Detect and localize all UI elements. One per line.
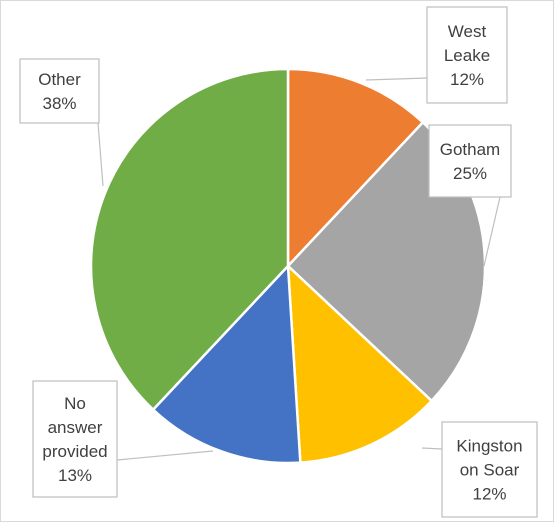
data-label-category: provided	[42, 442, 107, 461]
data-label-box	[428, 124, 512, 198]
data-label-box	[32, 380, 118, 498]
data-label-category: on Soar	[460, 461, 520, 480]
data-label-percent: 12%	[450, 70, 484, 89]
data-label: Gotham 25%	[440, 140, 500, 183]
data-label-category: answer	[48, 418, 103, 437]
data-label-category: Kingston	[456, 437, 522, 456]
data-label: Other 38%	[38, 70, 81, 113]
data-label-box	[426, 6, 508, 104]
pie-slice	[286, 262, 434, 464]
leader-line	[97, 122, 104, 187]
pie-slice	[286, 67, 425, 270]
leader-line	[116, 450, 214, 461]
data-label: No answer provided 13%	[42, 394, 107, 485]
data-label-category: West	[448, 22, 487, 41]
data-label-box	[441, 421, 538, 518]
leader-line	[483, 196, 501, 267]
pie-slice	[89, 67, 290, 412]
data-label-percent: 38%	[42, 94, 76, 113]
data-label-percent: 25%	[453, 164, 487, 183]
data-label-percent: 13%	[58, 466, 92, 485]
data-label: West Leake 12%	[444, 22, 490, 89]
data-label-category: Leake	[444, 46, 490, 65]
pie-slice	[151, 263, 302, 465]
leader-line	[421, 447, 443, 450]
leader-line	[365, 77, 429, 81]
data-label: Kingston on Soar 12%	[456, 437, 522, 504]
data-label-category: No	[64, 394, 86, 413]
data-label-category: Gotham	[440, 140, 500, 159]
data-label-box	[19, 58, 100, 124]
data-label-percent: 12%	[472, 485, 506, 504]
data-label-category: Other	[38, 70, 81, 89]
